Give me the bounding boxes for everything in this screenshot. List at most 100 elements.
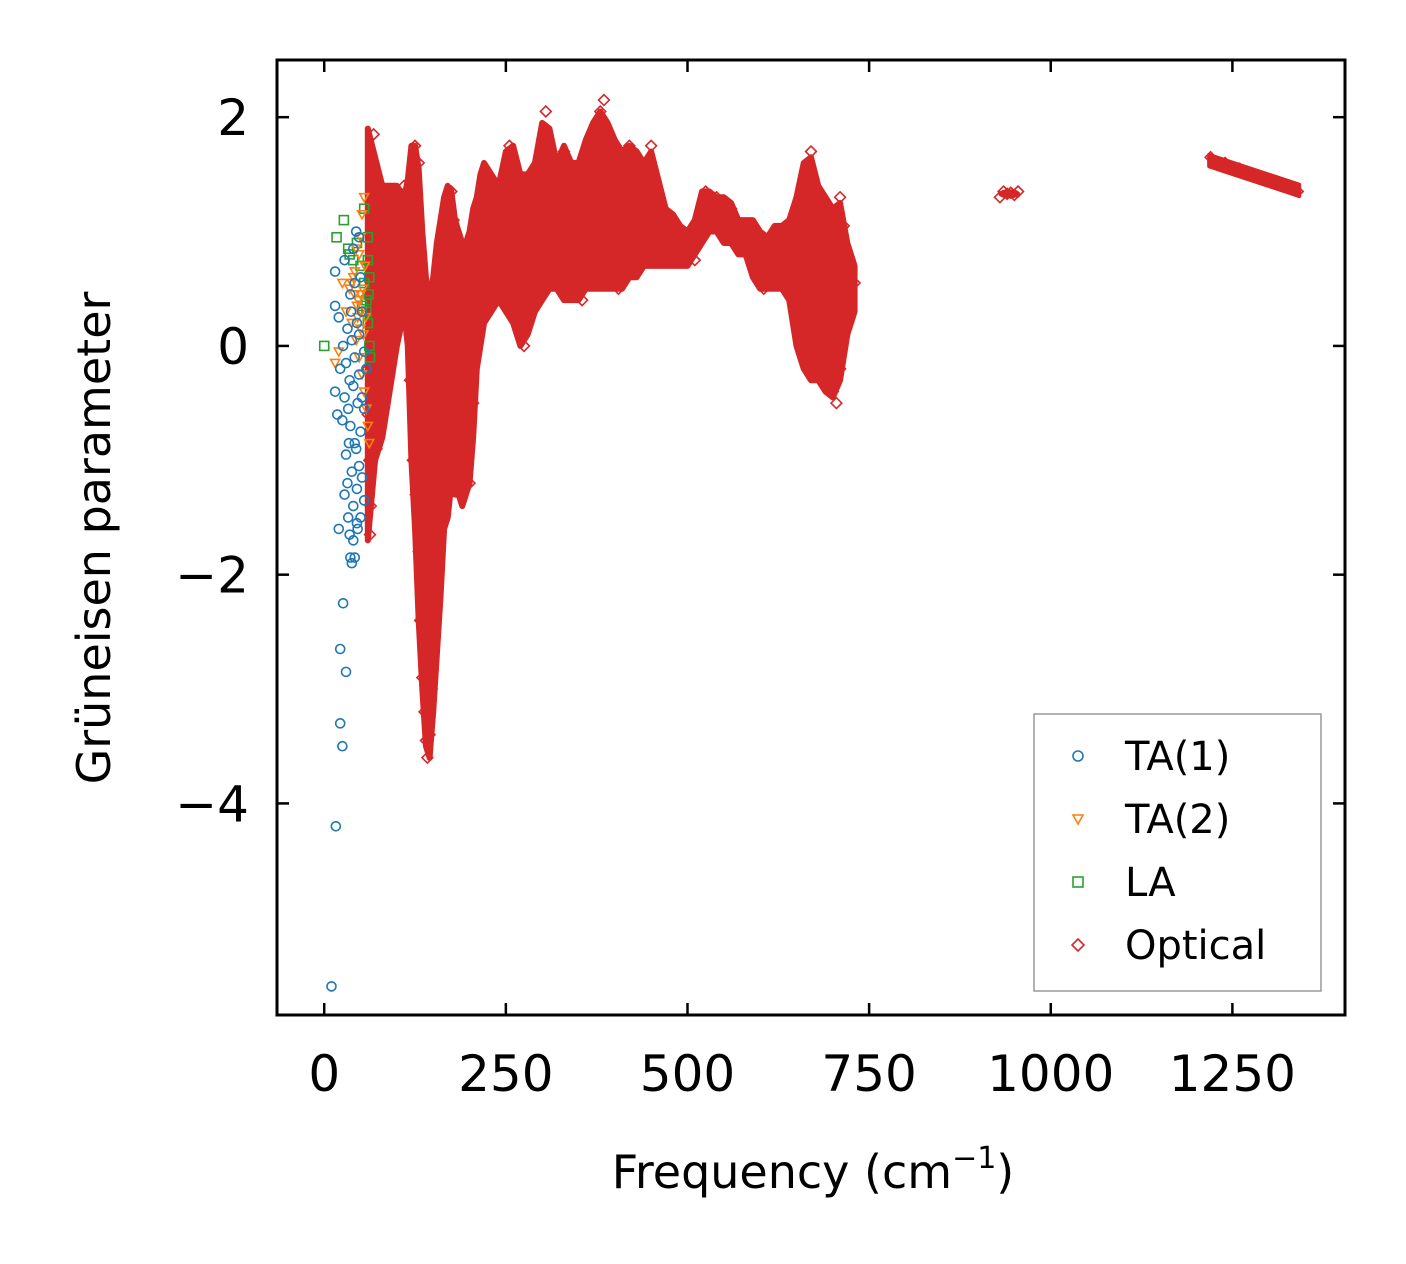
point-Optical — [455, 362, 469, 376]
point-Optical — [1262, 173, 1276, 187]
x-axis-title-close: ) — [996, 1145, 1014, 1199]
point-Optical — [539, 104, 553, 118]
point-Optical — [459, 430, 473, 444]
point-TA(1) — [349, 352, 361, 363]
point-Optical — [513, 316, 527, 330]
point-Optical — [735, 236, 749, 250]
point-TA(1) — [337, 414, 348, 426]
point-Optical — [728, 225, 742, 239]
point-Optical — [1233, 162, 1247, 176]
point-Optical — [481, 167, 495, 181]
point-TA(1) — [340, 357, 352, 369]
point-Optical — [379, 225, 393, 239]
point-Optical — [528, 225, 542, 239]
point-Optical — [826, 247, 840, 261]
point-TA(1) — [337, 340, 349, 352]
point-TA(1) — [349, 277, 361, 289]
point-Optical — [1011, 184, 1025, 199]
point-Optical — [409, 488, 423, 502]
point-Optical — [524, 259, 538, 273]
point-Optical — [361, 362, 375, 376]
point-Optical — [363, 528, 377, 542]
point-TA(1) — [356, 392, 368, 403]
point-Optical — [710, 190, 724, 204]
point-Optical — [742, 219, 756, 233]
point-TA(1) — [334, 363, 346, 375]
point-LA — [361, 306, 372, 317]
point-Optical — [826, 385, 840, 399]
point-Optical — [1000, 187, 1014, 201]
point-Optical — [439, 362, 453, 376]
legend: TA(1) TA(2) LA Optical — [1033, 713, 1322, 992]
point-Optical — [571, 247, 586, 261]
y-axis-title: Grüneisen parameter — [67, 291, 121, 784]
point-Optical — [542, 156, 556, 170]
point-Optical — [477, 219, 491, 233]
point-Optical — [590, 122, 604, 136]
point-Optical — [550, 236, 564, 250]
point-Optical — [644, 139, 658, 153]
point-Optical — [415, 671, 429, 685]
point-Optical — [517, 339, 531, 353]
point-TA(1) — [350, 226, 362, 237]
point-TA(1) — [353, 460, 365, 472]
point-TA(1) — [329, 386, 341, 397]
point-TA(1) — [343, 437, 355, 449]
point-TA(1) — [361, 363, 372, 375]
point-Optical — [404, 202, 418, 216]
point-Optical — [506, 202, 520, 216]
point-TA(1) — [353, 231, 365, 243]
point-Optical — [510, 270, 524, 284]
point-Optical — [484, 196, 498, 210]
point-Optical — [651, 225, 665, 239]
point-TA(1) — [347, 500, 359, 512]
point-Optical — [417, 705, 432, 719]
point-Optical — [688, 253, 702, 267]
point-Optical — [420, 751, 434, 765]
point-Optical — [452, 305, 466, 319]
point-Optical — [564, 202, 578, 216]
point-TA(1) — [332, 409, 343, 420]
point-TA(1) — [351, 317, 363, 329]
point-Optical — [622, 139, 636, 153]
point-TA(1) — [345, 289, 356, 300]
point-TA(2) — [359, 261, 371, 273]
point-TA(2) — [350, 335, 363, 347]
point-Optical — [808, 179, 822, 193]
y-tick-label: 2 — [217, 89, 249, 147]
point-Optical — [724, 202, 738, 216]
point-TA(1) — [345, 552, 356, 563]
point-Optical — [397, 179, 411, 193]
legend-label: TA(1) — [1124, 734, 1230, 780]
point-TA(2) — [357, 330, 370, 341]
point-Optical — [390, 236, 404, 250]
point-Optical — [408, 139, 422, 153]
point-Optical — [368, 202, 382, 216]
point-Optical — [771, 236, 785, 250]
point-Optical — [829, 396, 843, 410]
point-Optical — [615, 236, 629, 250]
point-TA(1) — [339, 489, 350, 500]
point-TA(1) — [349, 552, 361, 563]
y-tick-label: −2 — [175, 547, 249, 605]
point-Optical — [426, 636, 440, 650]
point-Optical — [844, 265, 858, 279]
point-Optical — [822, 350, 836, 364]
point-Optical — [840, 293, 854, 307]
point-Optical — [673, 236, 687, 250]
point-LA — [364, 352, 376, 363]
point-Optical — [717, 213, 731, 227]
scatter-points — [318, 93, 1305, 992]
point-Optical — [553, 179, 567, 193]
point-TA(2) — [336, 278, 349, 290]
point-TA(1) — [326, 981, 337, 992]
x-tick-label: 1250 — [1169, 1045, 1296, 1103]
point-Optical — [575, 293, 589, 307]
point-Optical — [702, 202, 716, 216]
point-Optical — [437, 408, 451, 422]
point-Optical — [793, 327, 807, 342]
legend-marker-TA(1) — [1072, 750, 1084, 762]
point-Optical — [637, 190, 651, 204]
point-Optical — [412, 156, 426, 170]
point-Optical — [412, 545, 426, 559]
